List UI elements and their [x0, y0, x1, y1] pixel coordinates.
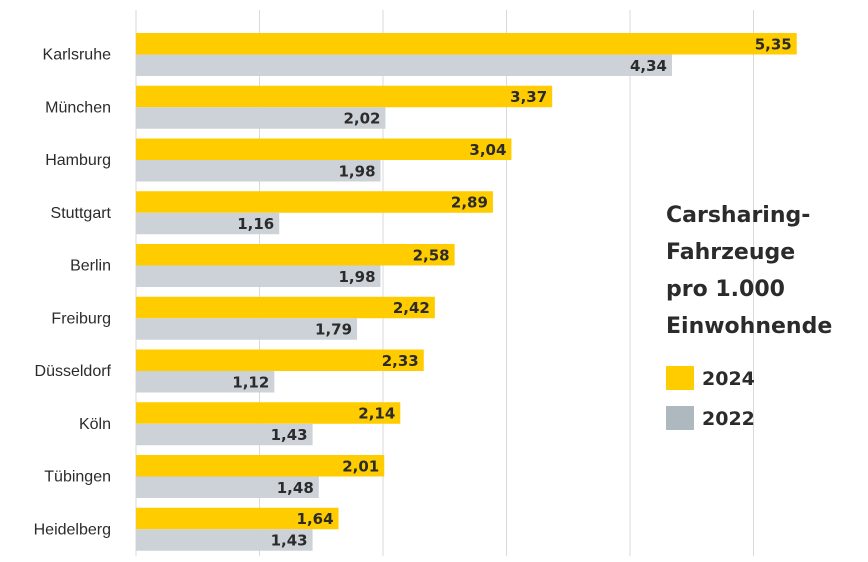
value-labels: 5,35 4,34 3,37 2,02 3,04 1,98 2,89 1,16 2,58 1,98…: [232, 35, 791, 549]
bar-2022: [136, 212, 280, 235]
category-label: München: [45, 99, 111, 116]
bar-2024: [136, 138, 512, 160]
legend-swatch-2022: [666, 406, 694, 430]
value-label: 2,33: [382, 352, 419, 370]
bar-2024: [136, 191, 493, 213]
bar-2022: [136, 476, 319, 498]
legend-label-2024: 2024: [702, 368, 755, 390]
value-label: 3,37: [510, 88, 547, 106]
value-label: 1,12: [232, 373, 269, 391]
value-label: 5,35: [755, 35, 792, 53]
bar-2022: [136, 423, 313, 446]
value-label: 2,14: [358, 405, 395, 423]
value-label: 2,58: [413, 246, 450, 264]
value-label: 2,01: [342, 457, 379, 475]
bar-2022: [136, 318, 358, 340]
category-label: Hamburg: [45, 152, 111, 169]
value-label: 1,98: [339, 268, 376, 286]
value-label: 2,42: [393, 299, 430, 317]
bars: [136, 33, 797, 551]
legend-label-2022: 2022: [702, 408, 755, 430]
bar-2024: [136, 33, 797, 55]
bar-2022: [136, 529, 313, 551]
value-label: 1,48: [277, 479, 314, 497]
value-label: 1,43: [271, 532, 308, 550]
legend: Carsharing-Fahrzeuge pro 1.000 Einwohnende…: [666, 203, 832, 430]
legend-items: 2024 2022: [666, 366, 755, 430]
legend-swatch-2024: [666, 366, 694, 390]
bar-2022: [136, 54, 672, 76]
value-label: 3,04: [469, 141, 506, 159]
category-label: Düsseldorf: [35, 363, 112, 380]
category-labels: Karlsruhe München Hamburg Stuttgart Berlin Fr…: [34, 47, 112, 539]
value-label: 2,02: [343, 110, 380, 128]
value-label: 2,89: [451, 194, 488, 212]
bar-2024: [136, 244, 455, 266]
value-label: 1,43: [271, 426, 308, 444]
category-label: Tübingen: [44, 469, 111, 486]
category-label: Berlin: [70, 258, 111, 275]
bar-2022: [136, 107, 386, 129]
value-label: 4,34: [630, 57, 667, 75]
bar-2024: [136, 349, 424, 371]
category-label: Karlsruhe: [43, 47, 112, 64]
category-label: Stuttgart: [51, 205, 112, 222]
value-label: 1,64: [297, 510, 334, 528]
category-label: Köln: [79, 416, 111, 433]
bar-2024: [136, 455, 385, 477]
value-label: 1,16: [237, 215, 274, 233]
value-label: 1,79: [315, 321, 352, 339]
bar-2024: [136, 402, 401, 424]
category-label: Heidelberg: [34, 521, 111, 538]
bar-2022: [136, 371, 275, 393]
bar-2022: [136, 160, 381, 182]
legend-title: Carsharing-Fahrzeuge pro 1.000 Einwohnende: [666, 203, 832, 339]
bar-2024: [136, 85, 553, 108]
category-label: Freiburg: [51, 310, 111, 327]
bar-2024: [136, 296, 435, 319]
value-label: 1,98: [339, 162, 376, 180]
bar-2022: [136, 265, 381, 287]
bar-2024: [136, 507, 339, 530]
